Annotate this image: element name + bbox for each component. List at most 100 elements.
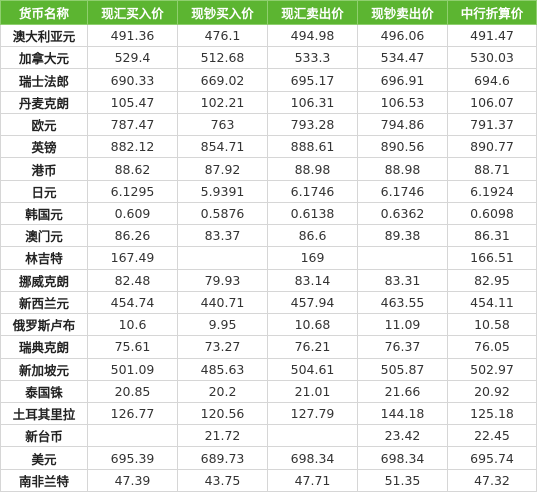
- conversion-cell: 166.51: [447, 246, 537, 270]
- currency-name-cell: 澳门元: [0, 224, 88, 248]
- currency-name-cell: 挪威克朗: [0, 268, 88, 292]
- cash-sell-cell: 89.38: [357, 224, 448, 248]
- cash-buy-cell: 9.95: [177, 313, 268, 337]
- spot-buy-cell: [87, 424, 178, 448]
- spot-buy-cell: 882.12: [87, 135, 178, 159]
- currency-name-cell: 瑞典克朗: [0, 335, 88, 359]
- cash-sell-cell: 496.06: [357, 23, 448, 48]
- cash-buy-cell: 5.9391: [177, 179, 268, 203]
- header-row: 货币名称 现汇买入价 现钞买入价 现汇卖出价 现钞卖出价 中行折算价: [0, 0, 537, 25]
- spot-buy-cell: 47.39: [87, 468, 178, 493]
- table-row: 林吉特 167.49 169 166.51: [0, 246, 537, 270]
- header-boc-conversion: 中行折算价: [447, 0, 537, 25]
- cash-sell-cell: 83.31: [357, 268, 448, 292]
- cash-sell-cell: 6.1746: [357, 179, 448, 203]
- spot-sell-cell: 504.61: [267, 357, 358, 381]
- spot-sell-cell: 88.98: [267, 157, 358, 181]
- spot-sell-cell: 0.6138: [267, 201, 358, 226]
- cash-buy-cell: 854.71: [177, 135, 268, 159]
- table-row: 新西兰元 454.74 440.71 457.94 463.55 454.11: [0, 290, 537, 315]
- table-header: 货币名称 现汇买入价 现钞买入价 现汇卖出价 现钞卖出价 中行折算价: [0, 0, 537, 25]
- table-row: 瑞典克朗 75.61 73.27 76.21 76.37 76.05: [0, 335, 537, 359]
- conversion-cell: 695.74: [447, 446, 537, 470]
- spot-sell-cell: 793.28: [267, 112, 358, 137]
- cash-buy-cell: 43.75: [177, 468, 268, 493]
- currency-name-cell: 新加坡元: [0, 357, 88, 381]
- currency-name-cell: 韩国元: [0, 201, 88, 226]
- table-row: 俄罗斯卢布 10.6 9.95 10.68 11.09 10.58: [0, 313, 537, 337]
- cash-buy-cell: 0.5876: [177, 201, 268, 226]
- spot-buy-cell: 82.48: [87, 268, 178, 292]
- conversion-cell: 0.6098: [447, 201, 537, 226]
- currency-name-cell: 丹麦克朗: [0, 90, 88, 114]
- conversion-cell: 88.71: [447, 157, 537, 181]
- spot-sell-cell: 127.79: [267, 401, 358, 426]
- cash-sell-cell: 11.09: [357, 313, 448, 337]
- spot-sell-cell: 10.68: [267, 313, 358, 337]
- currency-name-cell: 新西兰元: [0, 290, 88, 315]
- cash-sell-cell: 794.86: [357, 112, 448, 137]
- table-row: 新台币 21.72 23.42 22.45: [0, 424, 537, 448]
- header-cash-buy: 现钞买入价: [177, 0, 268, 25]
- spot-buy-cell: 126.77: [87, 401, 178, 426]
- cash-buy-cell: 21.72: [177, 424, 268, 448]
- currency-name-cell: 美元: [0, 446, 88, 470]
- currency-name-cell: 港币: [0, 157, 88, 181]
- spot-buy-cell: 787.47: [87, 112, 178, 137]
- table-row: 韩国元 0.609 0.5876 0.6138 0.6362 0.6098: [0, 201, 537, 226]
- table-row: 挪威克朗 82.48 79.93 83.14 83.31 82.95: [0, 268, 537, 292]
- header-cash-sell: 现钞卖出价: [357, 0, 448, 25]
- table-row: 瑞士法郎 690.33 669.02 695.17 696.91 694.6: [0, 68, 537, 92]
- cash-sell-cell: [357, 246, 448, 270]
- currency-name-cell: 日元: [0, 179, 88, 203]
- cash-sell-cell: 76.37: [357, 335, 448, 359]
- conversion-cell: 491.47: [447, 23, 537, 48]
- cash-sell-cell: 463.55: [357, 290, 448, 315]
- table-row: 泰国铢 20.85 20.2 21.01 21.66 20.92: [0, 379, 537, 403]
- cash-buy-cell: 120.56: [177, 401, 268, 426]
- conversion-cell: 22.45: [447, 424, 537, 448]
- table-row: 丹麦克朗 105.47 102.21 106.31 106.53 106.07: [0, 90, 537, 114]
- spot-buy-cell: 167.49: [87, 246, 178, 270]
- cash-sell-cell: 534.47: [357, 46, 448, 70]
- conversion-cell: 86.31: [447, 224, 537, 248]
- currency-name-cell: 南非兰特: [0, 468, 88, 493]
- cash-sell-cell: 106.53: [357, 90, 448, 114]
- conversion-cell: 694.6: [447, 68, 537, 92]
- table-row: 南非兰特 47.39 43.75 47.71 51.35 47.32: [0, 468, 537, 493]
- spot-buy-cell: 10.6: [87, 313, 178, 337]
- conversion-cell: 791.37: [447, 112, 537, 137]
- cash-buy-cell: 689.73: [177, 446, 268, 470]
- currency-name-cell: 瑞士法郎: [0, 68, 88, 92]
- spot-sell-cell: [267, 424, 358, 448]
- spot-sell-cell: 698.34: [267, 446, 358, 470]
- conversion-cell: 454.11: [447, 290, 537, 315]
- spot-sell-cell: 21.01: [267, 379, 358, 403]
- cash-buy-cell: [177, 246, 268, 270]
- spot-buy-cell: 454.74: [87, 290, 178, 315]
- table-body: 澳大利亚元 491.36 476.1 494.98 496.06 491.47 …: [0, 23, 537, 493]
- conversion-cell: 125.18: [447, 401, 537, 426]
- spot-buy-cell: 695.39: [87, 446, 178, 470]
- spot-sell-cell: 695.17: [267, 68, 358, 92]
- spot-buy-cell: 75.61: [87, 335, 178, 359]
- cash-buy-cell: 440.71: [177, 290, 268, 315]
- cash-sell-cell: 51.35: [357, 468, 448, 493]
- cash-buy-cell: 102.21: [177, 90, 268, 114]
- table-row: 新加坡元 501.09 485.63 504.61 505.87 502.97: [0, 357, 537, 381]
- currency-name-cell: 土耳其里拉: [0, 401, 88, 426]
- cash-buy-cell: 763: [177, 112, 268, 137]
- spot-sell-cell: 6.1746: [267, 179, 358, 203]
- cash-sell-cell: 0.6362: [357, 201, 448, 226]
- spot-buy-cell: 529.4: [87, 46, 178, 70]
- header-currency-name: 货币名称: [0, 0, 88, 25]
- cash-sell-cell: 23.42: [357, 424, 448, 448]
- cash-sell-cell: 21.66: [357, 379, 448, 403]
- spot-buy-cell: 105.47: [87, 90, 178, 114]
- spot-sell-cell: 106.31: [267, 90, 358, 114]
- conversion-cell: 502.97: [447, 357, 537, 381]
- conversion-cell: 530.03: [447, 46, 537, 70]
- spot-sell-cell: 888.61: [267, 135, 358, 159]
